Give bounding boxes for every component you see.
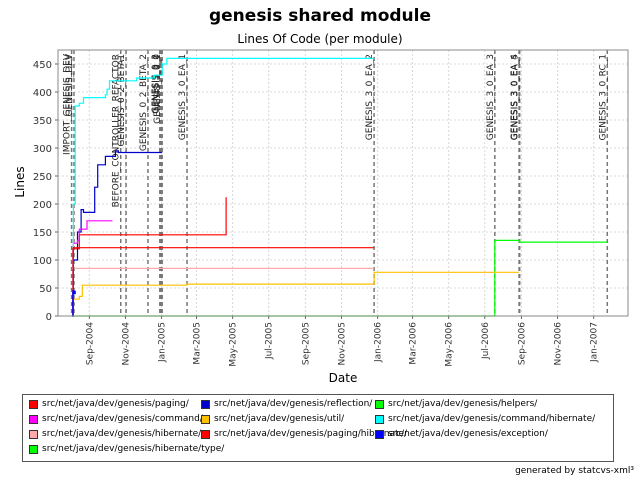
legend-item: src/net/java/dev/genesis/helpers/ xyxy=(375,399,537,409)
y-tick-label: 250 xyxy=(33,172,52,183)
tag-marker-label: GENESIS_1_0_1 xyxy=(153,54,163,124)
legend-label: src/net/java/dev/genesis/helpers/ xyxy=(388,399,538,409)
legend-swatch xyxy=(29,429,38,439)
legend-label: src/net/java/dev/genesis/paging/ xyxy=(42,399,189,409)
tag-marker-label: GENESIS_3_0_EA_3 xyxy=(486,54,496,140)
tag-marker-label: GENESIS_3_0_EA_5 xyxy=(511,54,521,140)
x-tick-label: Sep-2005 xyxy=(301,322,311,365)
y-tick-label: 300 xyxy=(33,144,52,155)
x-tick-label: May-2006 xyxy=(445,322,455,367)
x-tick-label: Nov-2004 xyxy=(121,322,131,366)
y-tick-label: 50 xyxy=(39,284,52,295)
tag-marker-label: GENESIS_3_0_EA_1 xyxy=(178,54,188,140)
legend-swatch xyxy=(201,429,210,439)
tag-marker-label: GENESIS_0_2_BETA1 xyxy=(117,54,127,147)
tag-marker-label: GENESIS_3_0_RC_1 xyxy=(598,54,608,140)
x-tick-label: Sep-2004 xyxy=(85,322,95,365)
legend-item: src/net/java/dev/genesis/paging/ xyxy=(29,399,189,409)
legend-label: src/net/java/dev/genesis/exception/ xyxy=(388,429,548,439)
legend-label: src/net/java/dev/genesis/hibernate/type/ xyxy=(42,444,225,454)
legend-item: src/net/java/dev/genesis/command/ xyxy=(29,414,203,424)
legend-item: src/net/java/dev/genesis/paging/hibernat… xyxy=(201,429,407,439)
x-tick-label: Jul-2006 xyxy=(481,322,491,360)
axis-layer: 0 50 100 150 200 250 300 350 400 450 Sep-2004 Nov-2… xyxy=(33,49,629,367)
x-tick-label: Jan-2007 xyxy=(590,322,600,363)
series-line-5 xyxy=(72,57,375,317)
legend-swatch xyxy=(29,399,38,409)
legend-label: src/net/java/dev/genesis/command/ xyxy=(42,414,203,424)
x-tick-label: Mar-2005 xyxy=(193,322,203,365)
legend-swatch xyxy=(375,429,384,439)
x-tick-label: May-2005 xyxy=(229,322,239,367)
grid-layer xyxy=(58,50,628,317)
legend-item: src/net/java/dev/genesis/util/ xyxy=(201,414,344,424)
legend-label: src/net/java/dev/genesis/paging/hibernat… xyxy=(214,429,408,439)
x-tick-label: Jan-2006 xyxy=(374,322,384,363)
tag-marker-label: GENESIS_3_0_EA_4 xyxy=(510,54,520,140)
legend-swatch xyxy=(375,399,384,409)
legend-item: src/net/java/dev/genesis/exception/ xyxy=(375,429,548,439)
tag-marker-label: BEFORE_CONTROLLER_REFACTOR xyxy=(112,54,122,207)
series-line-2 xyxy=(494,239,608,316)
legend: src/net/java/dev/genesis/paging/src/net/… xyxy=(22,394,614,462)
y-tick-label: 200 xyxy=(33,200,52,211)
y-tick-label: 0 xyxy=(46,312,52,323)
tag-marker-label: IMPORT_GENESIS_DEV xyxy=(63,53,73,155)
legend-swatch xyxy=(201,414,210,424)
tag-marker-label: GENESIS_0_2 xyxy=(151,54,161,114)
x-tick-label: Jul-2005 xyxy=(265,322,275,360)
y-tick-label: 400 xyxy=(33,88,52,99)
legend-item: src/net/java/dev/genesis/hibernate/ xyxy=(29,429,201,439)
y-axis-title: Lines xyxy=(13,166,27,197)
tag-marker-label: GENESIS_3_0_EA_2 xyxy=(365,54,375,140)
y-tick-label: 450 xyxy=(33,60,52,71)
legend-swatch xyxy=(29,444,38,454)
legend-item: src/net/java/dev/genesis/command/hiberna… xyxy=(375,414,595,424)
x-tick-label: Sep-2006 xyxy=(517,322,527,365)
y-tick-label: 150 xyxy=(33,228,52,239)
y-tick-label: 350 xyxy=(33,116,52,127)
tag-marker-label: GENESIS_DEV xyxy=(65,53,75,116)
y-tick-label: 100 xyxy=(33,256,52,267)
legend-swatch xyxy=(29,414,38,424)
x-tick-label: Mar-2006 xyxy=(409,322,419,365)
legend-item: src/net/java/dev/genesis/reflection/ xyxy=(201,399,372,409)
chart-title: genesis shared module xyxy=(208,6,432,26)
legend-label: src/net/java/dev/genesis/command/hiberna… xyxy=(388,414,596,424)
chart-subtitle: Lines Of Code (per module) xyxy=(237,32,403,46)
legend-item: src/net/java/dev/genesis/hibernate/type/ xyxy=(29,444,224,454)
x-tick-label: Nov-2005 xyxy=(338,322,348,365)
legend-swatch xyxy=(201,399,210,409)
tag-marker-label: GENESIS_1_0 xyxy=(152,54,162,114)
legend-label: src/net/java/dev/genesis/util/ xyxy=(214,414,345,424)
plot-border xyxy=(57,49,629,317)
legend-label: src/net/java/dev/genesis/hibernate/ xyxy=(42,429,202,439)
plot-area xyxy=(58,50,628,316)
x-tick-label: Nov-2006 xyxy=(554,322,564,366)
x-tick-label: Jan-2005 xyxy=(158,322,168,363)
tag-marker-label: GENESIS_0_2_BETA_2 xyxy=(139,54,149,151)
legend-label: src/net/java/dev/genesis/reflection/ xyxy=(214,399,373,409)
generator-credit: generated by statcvs-xml³ xyxy=(515,466,634,476)
series-line-1 xyxy=(72,150,163,317)
x-axis-title: Date xyxy=(329,371,358,385)
legend-swatch xyxy=(375,414,384,424)
